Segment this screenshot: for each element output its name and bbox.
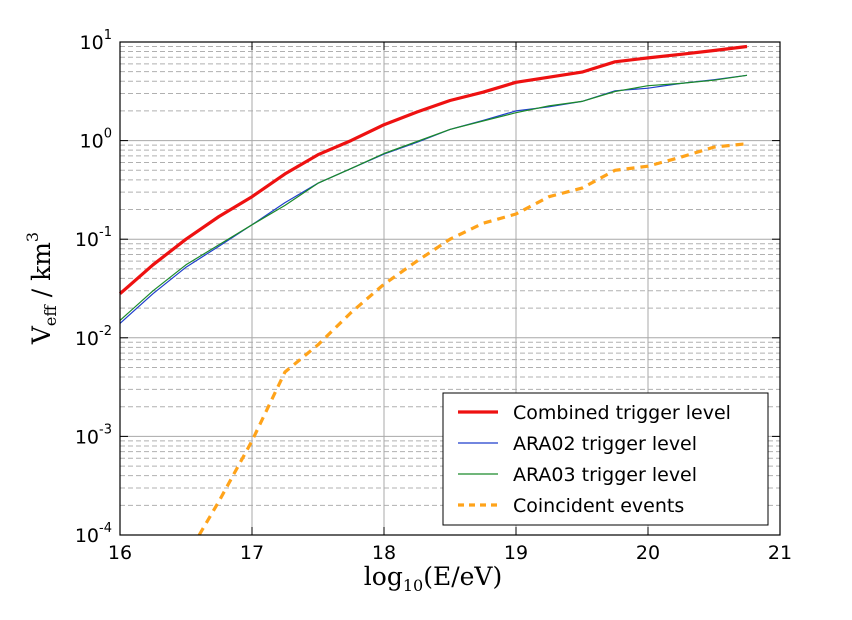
y-tick-base: 10 — [80, 32, 104, 54]
legend-label: ARA03 trigger level — [513, 464, 697, 486]
y-tick-exponent: -3 — [99, 422, 112, 437]
series-line-1 — [118, 44, 748, 295]
legend-label: ARA02 trigger level — [513, 433, 697, 455]
y-axis-label-sub: eff — [41, 304, 60, 326]
y-tick-exponent: -4 — [99, 521, 112, 536]
series-line-3 — [119, 74, 748, 321]
y-tick-exponent: 1 — [104, 28, 112, 43]
plot-frame — [119, 41, 781, 536]
y-tick-label: 10-3 — [75, 422, 112, 448]
x-tick-label: 21 — [768, 542, 792, 564]
legend-box — [442, 392, 769, 526]
series-line-4 — [197, 142, 748, 536]
y-tick-label: 10-4 — [75, 521, 112, 547]
x-tick-label: 20 — [636, 542, 660, 564]
y-tick-base: 10 — [75, 229, 99, 251]
y-tick-base: 10 — [75, 426, 99, 448]
y-tick-base: 10 — [75, 525, 99, 547]
y-tick-label: 100 — [80, 127, 112, 153]
x-axis-label-base: log — [364, 562, 403, 591]
x-tick-label: 17 — [240, 542, 264, 564]
y-axis-label-mid: / km — [27, 242, 56, 305]
x-tick-label: 18 — [372, 542, 396, 564]
y-tick-label: 101 — [80, 28, 112, 54]
x-axis-label-sub: 10 — [403, 576, 423, 595]
x-axis-label: log10(E/eV) — [364, 562, 502, 595]
x-tick-label: 19 — [504, 542, 528, 564]
series-lines — [118, 44, 748, 536]
y-tick-exponent: 0 — [104, 127, 112, 142]
y-tick-exponent: -1 — [99, 225, 112, 240]
y-tick-exponent: -2 — [99, 324, 112, 339]
y-tick-base: 10 — [80, 131, 104, 153]
legend: Combined trigger level ARA02 trigger leve… — [442, 392, 769, 526]
y-axis-label-sup: 3 — [23, 232, 42, 242]
y-axis-label-main: V — [27, 325, 56, 345]
x-axis-label-rest: (E/eV) — [423, 562, 502, 591]
series-line-2 — [119, 74, 748, 324]
y-tick-base: 10 — [75, 328, 99, 350]
y-tick-label: 10-1 — [75, 225, 112, 251]
x-tick-labels: 16 17 18 19 20 21 — [108, 42, 792, 564]
legend-label: Combined trigger level — [513, 402, 731, 424]
x-tick-label: 16 — [108, 542, 132, 564]
legend-label: Coincident events — [513, 495, 684, 517]
y-axis-label: Veff / km3 — [23, 232, 60, 345]
y-tick-label: 10-2 — [75, 324, 112, 350]
